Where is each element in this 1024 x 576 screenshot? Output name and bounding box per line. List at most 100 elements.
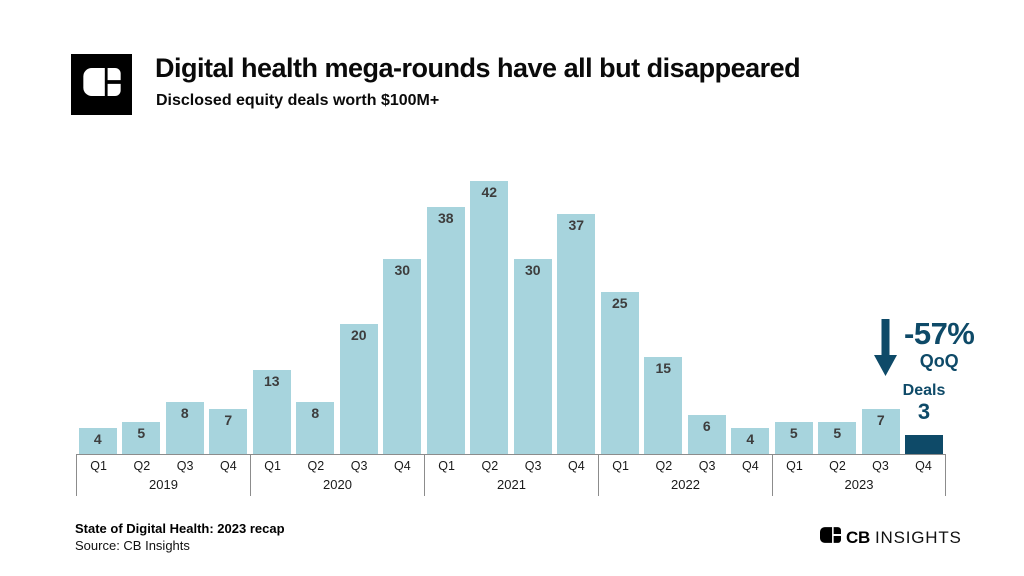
bar-slot-2023-Q1: 5 [772,181,816,454]
bar-2023-Q3: 7 [861,408,900,454]
bar-2020-Q2: 8 [296,402,335,454]
axis-group-2023: Q1 Q2 Q3 Q4 2023 [772,455,946,496]
quarter-tick-2019-Q1: Q1 [90,459,107,474]
bar-2019-Q4: 7 [209,408,248,454]
axis-group-2019: Q1 Q2 Q3 Q4 2019 [76,455,250,496]
quarter-tick-2020-Q1: Q1 [264,459,281,474]
bar-2021-Q1: 38 [426,207,465,454]
bar-value-label: 5 [137,424,146,441]
bar-slot-2023-Q4 [903,181,947,454]
bar-slot-2021-Q4: 37 [555,181,599,454]
quarter-row-2022: Q1 Q2 Q3 Q4 [599,455,772,477]
quarter-tick-2022-Q2: Q2 [655,459,673,474]
quarter-tick-2021-Q1: Q1 [438,459,455,474]
quarter-row-2020: Q1 Q2 Q3 Q4 [251,455,424,477]
bar-slot-2023-Q2: 5 [816,181,860,454]
x-axis: Q1 Q2 Q3 Q4 2019 Q1 Q2 Q3 Q4 2020 Q1 Q2 Q3 Q4 2021 Q1 Q2… [76,454,946,496]
quarter-tick-2019-Q3: Q3 [176,459,194,474]
bar-value-label: 37 [568,216,585,233]
bar-2021-Q3: 30 [513,259,552,454]
bar-value-label: 30 [394,262,411,278]
bar-slot-2019-Q2: 5 [120,181,164,454]
footer-source: Source: CB Insights [75,538,190,553]
cb-insights-wordmark: CB INSIGHTS [820,527,962,548]
quarter-row-2021: Q1 Q2 Q3 Q4 [425,455,598,477]
pct-change-annotation: -57% QoQ [874,316,975,381]
bar-slot-2019-Q3: 8 [163,181,207,454]
bar-2022-Q1: 25 [600,291,639,454]
bar-value-label: 30 [524,262,541,278]
bar-value-label: 38 [437,210,454,226]
quarter-tick-2021-Q3: Q3 [524,459,542,474]
bar-slot-2021-Q1: 38 [424,181,468,454]
quarter-tick-2023-Q3: Q3 [872,459,889,474]
quarter-tick-2021-Q2: Q2 [481,459,499,474]
footer-report-title: State of Digital Health: 2023 recap [75,521,285,536]
page-title: Digital health mega-rounds have all but … [155,53,801,83]
quarter-tick-2022-Q4: Q4 [742,459,759,474]
bar-2020-Q1: 13 [252,369,291,454]
quarter-row-2023: Q1 Q2 Q3 Q4 [773,455,945,477]
bar-slot-2020-Q4: 30 [381,181,425,454]
year-tick-2020: 2020 [323,477,352,493]
bar-2022-Q4: 4 [731,428,770,454]
year-tick-2023: 2023 [844,477,874,493]
bar-slot-2020-Q1: 13 [250,181,294,454]
bar-value-label: 4 [746,431,755,447]
bar-slot-2022-Q3: 6 [685,181,729,454]
bar-2023-Q1: 5 [774,421,813,454]
year-tick-2022: 2022 [671,477,700,493]
bar-2023-Q4 [905,434,944,454]
quarter-tick-2020-Q3: Q3 [350,459,368,474]
quarter-tick-2020-Q4: Q4 [394,459,411,474]
pct-change-value: -57% [904,316,975,351]
bar-value-label: 6 [702,418,711,434]
quarter-tick-2019-Q4: Q4 [220,459,237,474]
bar-chart-plot: 4 5 8 7 13 8 20 30 38 42 30 37 25 15 6 4 5 5 7 [76,181,946,454]
bar-slot-2019-Q1: 4 [76,181,120,454]
bar-slot-2023-Q3: 7 [859,181,903,454]
axis-group-2022: Q1 Q2 Q3 Q4 2022 [598,455,772,496]
quarter-tick-2023-Q4: Q4 [915,459,932,474]
bar-2022-Q3: 6 [687,415,726,454]
bar-value-label: 5 [789,424,798,441]
quarter-tick-2019-Q2: Q2 [133,459,151,474]
bar-value-label: 25 [611,294,628,311]
bar-value-label: 8 [180,405,189,421]
bar-value-label: 20 [350,327,367,343]
cb-insights-logo-icon-small [820,527,841,548]
quarter-row-2019: Q1 Q2 Q3 Q4 [77,455,250,477]
brand-cb-text: CB [846,527,870,547]
bar-slot-2022-Q4: 4 [729,181,773,454]
bar-value-label: 42 [481,184,498,200]
bar-slot-2021-Q2: 42 [468,181,512,454]
bar-slot-2021-Q3: 30 [511,181,555,454]
bar-slot-2022-Q2: 15 [642,181,686,454]
bar-value-label: 7 [224,411,233,428]
bar-slot-2019-Q4: 7 [207,181,251,454]
bar-2022-Q2: 15 [644,356,683,454]
year-tick-2021: 2021 [497,477,526,493]
bar-2019-Q3: 8 [165,402,204,454]
down-arrow-icon [874,319,897,381]
bar-slot-2020-Q2: 8 [294,181,338,454]
bar-value-label: 5 [833,424,842,441]
bar-slot-2022-Q1: 25 [598,181,642,454]
deals-value: 3 [917,399,931,425]
bar-value-label: 15 [655,359,672,376]
quarter-tick-2020-Q2: Q2 [307,459,325,474]
bar-value-label: 8 [311,405,320,421]
bar-2019-Q1: 4 [78,428,117,454]
cb-insights-logo [71,54,132,115]
cb-insights-logo-icon [82,68,121,101]
bar-2021-Q2: 42 [470,181,509,454]
axis-group-2021: Q1 Q2 Q3 Q4 2021 [424,455,598,496]
pct-change-period: QoQ [919,351,959,372]
bar-value-label: 7 [876,411,885,428]
deals-annotation: Deals 3 [879,382,969,425]
bar-2021-Q4: 37 [557,213,596,454]
year-tick-2019: 2019 [149,477,178,493]
brand-insights-text: INSIGHTS [874,527,962,547]
quarter-tick-2023-Q2: Q2 [829,459,846,474]
quarter-tick-2021-Q4: Q4 [568,459,585,474]
